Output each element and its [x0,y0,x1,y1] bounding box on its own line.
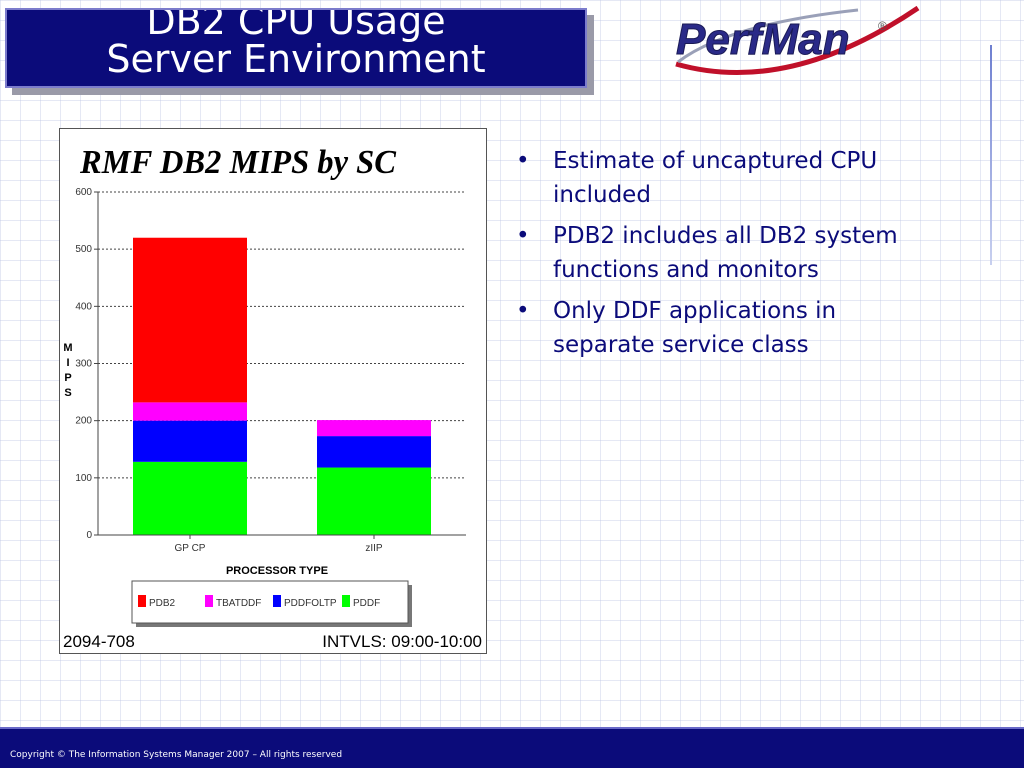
logo-text: PerfMan [676,15,850,64]
legend-swatch [273,595,281,607]
bullet-text: PDB2 includes all DB2 system functions a… [553,223,898,283]
bullet-dot: • [516,298,530,324]
bullet-text: Estimate of uncaptured CPU included [553,148,878,208]
registered-mark: ® [878,19,887,33]
legend-swatch [138,595,146,607]
slide-title-line2: Server Environment [106,37,486,81]
chart-footer-right: INTVLS: 09:00-10:00 [322,632,482,651]
bullet-list: • Estimate of uncaptured CPU included • PD… [510,144,910,369]
legend-label: PDB2 [149,598,176,609]
bullet-text: Only DDF applications in separate servic… [553,298,837,358]
x-axis-label: PROCESSOR TYPE [226,565,328,577]
bullet-dot: • [516,223,530,249]
decorative-rule [990,45,992,265]
bullet-dot: • [516,148,530,174]
title-box: DB2 CPU Usage Server Environment [5,8,587,88]
y-tick-label: 0 [86,530,92,541]
bar-segment-tbatddf [317,420,431,437]
y-tick-label: 300 [75,359,92,370]
legend-label: PDDFOLTP [284,598,337,609]
legend-label: PDDF [353,598,380,609]
bullet-item: • PDB2 includes all DB2 system functions … [510,219,910,287]
chart-footer-left: 2094-708 [63,632,135,651]
x-tick-label: GP CP [175,543,206,554]
chart-title: RMF DB2 MIPS by SC [79,144,396,181]
bar-segment-tbatddf [133,402,247,421]
slide-title-line1: DB2 CPU Usage [146,8,446,43]
legend-swatch [342,595,350,607]
bar-segment-pdb2 [133,237,247,403]
legend-box [131,580,409,624]
legend-swatch [205,595,213,607]
bar-segment-pddfoltp [133,420,247,462]
bar-segment-pddfoltp [317,436,431,468]
y-tick-label: 600 [75,187,92,198]
x-tick-label: zIIP [365,543,383,554]
bullet-item: • Estimate of uncaptured CPU included [510,144,910,212]
chart-legend: PDB2 TBATDDF PDDFOLTP PDDF [131,580,412,627]
y-tick-label: 500 [75,244,92,255]
copyright-text: Copyright © The Information Systems Mana… [10,750,343,760]
y-tick-label: 100 [75,473,92,484]
footer-bar: Copyright © The Information Systems Mana… [0,727,1024,768]
bar-segment-pddf [317,467,431,535]
bullet-item: • Only DDF applications in separate servi… [510,294,910,362]
perfman-logo: PerfMan ® [668,4,938,90]
bar-segment-pddf [133,461,247,535]
mips-chart: RMF DB2 MIPS by SC 0 100 200 300 400 500 600 GP… [63,144,482,651]
y-tick-label: 400 [75,301,92,312]
chart-panel: RMF DB2 MIPS by SC 0 100 200 300 400 500 600 GP… [59,128,487,654]
legend-label: TBATDDF [216,598,261,609]
y-tick-label: 200 [75,416,92,427]
